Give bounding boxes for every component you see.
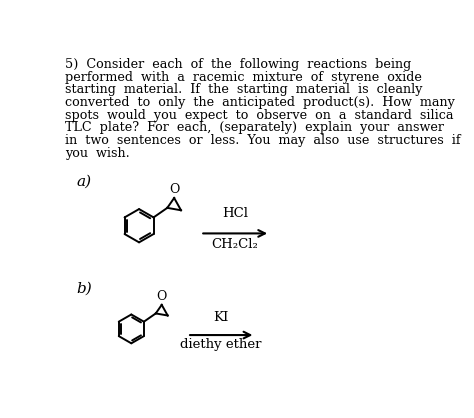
Text: spots  would  you  expect  to  observe  on  a  standard  silica: spots would you expect to observe on a s… [65,109,454,122]
Text: converted  to  only  the  anticipated  product(s).  How  many: converted to only the anticipated produc… [65,96,456,109]
Text: O: O [169,183,179,196]
Text: TLC  plate?  For  each,  (separately)  explain  your  answer: TLC plate? For each, (separately) explai… [65,121,445,134]
Text: diethy ether: diethy ether [181,338,262,351]
Text: you  wish.: you wish. [65,147,130,160]
Text: performed  with  a  racemic  mixture  of  styrene  oxide: performed with a racemic mixture of styr… [65,71,422,84]
Text: 5)  Consider  each  of  the  following  reactions  being: 5) Consider each of the following reacti… [65,58,412,71]
Text: CH₂Cl₂: CH₂Cl₂ [212,238,259,251]
Text: HCl: HCl [222,206,248,219]
Text: starting  material.  If  the  starting  material  is  cleanly: starting material. If the starting mater… [65,83,423,96]
Text: O: O [156,290,167,303]
Text: a): a) [76,175,91,189]
Text: KI: KI [214,311,229,324]
Text: b): b) [76,281,92,295]
Text: in  two  sentences  or  less.  You  may  also  use  structures  if: in two sentences or less. You may also u… [65,134,461,147]
